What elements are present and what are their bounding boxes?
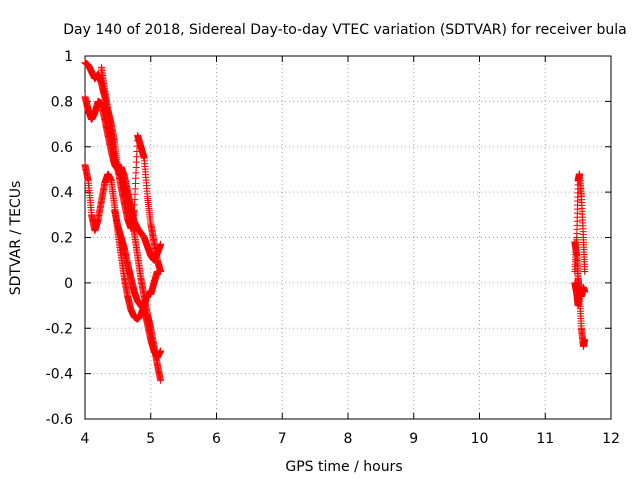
x-tick-label: 6	[212, 431, 221, 447]
x-axis-label: GPS time / hours	[285, 459, 402, 475]
y-tick-label: 0.2	[51, 231, 73, 247]
data-point	[581, 288, 589, 296]
y-tick-label: -0.6	[46, 412, 73, 428]
x-tick-label: 9	[409, 431, 418, 447]
data-points	[81, 59, 589, 384]
x-tick-label: 5	[146, 431, 155, 447]
y-tick-label: 0	[64, 276, 73, 292]
x-tick-label: 4	[81, 431, 90, 447]
y-tick-label: -0.4	[46, 367, 73, 383]
chart-title: Day 140 of 2018, Sidereal Day-to-day VTE…	[63, 22, 626, 38]
y-tick-label: 0.8	[51, 94, 73, 110]
x-tick-label: 7	[278, 431, 287, 447]
data-point	[157, 376, 165, 384]
data-point	[157, 240, 165, 248]
x-tick-label: 12	[602, 431, 620, 447]
y-tick-label: 0.4	[51, 185, 73, 201]
y-tick-label: -0.2	[46, 321, 73, 337]
y-tick-label: 1	[64, 49, 73, 65]
series-trace-h	[571, 238, 589, 300]
series-trace-d	[97, 63, 165, 276]
data-point	[581, 268, 589, 276]
data-point	[157, 347, 165, 355]
x-tick-label: 11	[536, 431, 554, 447]
data-point	[581, 336, 589, 344]
ticks: 4 5 6 7 8 9 10 11 12 -0.6 -0.4 -0.2 0 0.2 0.4 0.6 0.8 1	[46, 49, 620, 447]
x-tick-label: 10	[471, 431, 489, 447]
y-tick-label: 0.6	[51, 140, 73, 156]
series-trace-e	[111, 206, 165, 362]
y-axis-label: SDTVAR / TECUs	[8, 181, 24, 296]
grid	[85, 56, 611, 419]
x-tick-label: 8	[344, 431, 353, 447]
data-point	[157, 268, 165, 276]
